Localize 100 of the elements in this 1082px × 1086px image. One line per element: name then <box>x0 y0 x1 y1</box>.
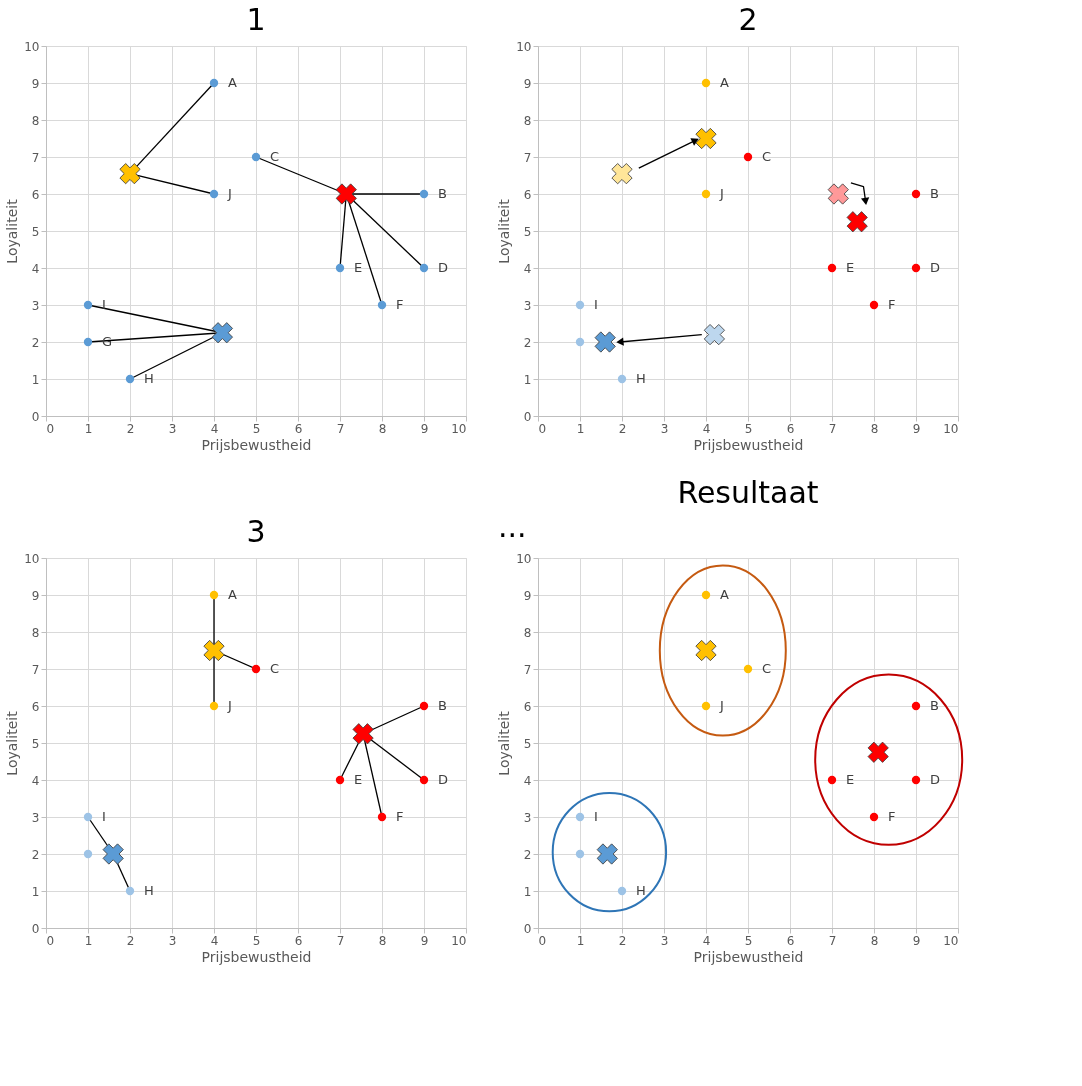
y-tick-label: 0 <box>31 409 40 424</box>
y-tick-label: 9 <box>523 76 532 91</box>
x-tick-label: 9 <box>912 421 921 436</box>
y-tick-label: 4 <box>31 261 40 276</box>
annotation: B <box>438 698 447 713</box>
y-tick-label: 6 <box>31 187 40 202</box>
annotation: B <box>930 186 939 201</box>
y-tick-label: 5 <box>523 736 532 751</box>
annotation: D <box>438 260 449 275</box>
annotation: E <box>846 772 855 787</box>
x-tick-label: 3 <box>660 421 669 436</box>
y-tick-label: 8 <box>523 625 532 640</box>
y-tick-label: 3 <box>31 298 40 313</box>
y-axis-title: Loyaliteit <box>4 710 21 776</box>
chart-title: 2 <box>738 2 758 37</box>
chart-title: Resultaat <box>677 475 819 510</box>
annotation: I <box>594 809 598 824</box>
y-tick-label: 10 <box>24 551 40 566</box>
y-tick-label: 10 <box>516 551 532 566</box>
annotation: H <box>636 883 646 898</box>
annotation: D <box>930 772 941 787</box>
x-axis-title: Prijsbewustheid <box>201 436 312 453</box>
annotation: C <box>762 149 772 164</box>
chart-title: 1 <box>246 2 266 37</box>
y-tick-label: 4 <box>523 773 532 788</box>
x-tick-label: 10 <box>451 421 467 436</box>
y-tick-label: 6 <box>31 699 40 714</box>
x-tick-label: 0 <box>538 933 547 948</box>
annotation: J <box>227 186 232 201</box>
x-tick-label: 7 <box>336 421 345 436</box>
annotation: C <box>762 661 772 676</box>
x-tick-label: 8 <box>870 933 879 948</box>
y-tick-label: 3 <box>523 810 532 825</box>
x-tick-label: 6 <box>294 421 303 436</box>
y-tick-label: 5 <box>31 736 40 751</box>
y-tick-label: 5 <box>523 224 532 239</box>
y-tick-label: 7 <box>31 150 40 165</box>
x-tick-label: 0 <box>46 933 55 948</box>
annotation: F <box>888 809 896 824</box>
y-tick-label: 10 <box>516 39 532 54</box>
annotation: I <box>594 297 598 312</box>
x-tick-label: 5 <box>252 933 261 948</box>
x-tick-label: 1 <box>576 933 585 948</box>
y-tick-label: 7 <box>523 662 532 677</box>
x-axis-title: Prijsbewustheid <box>201 948 312 965</box>
x-tick-label: 2 <box>126 421 135 436</box>
x-tick-label: 9 <box>912 933 921 948</box>
annotation: J <box>719 698 724 713</box>
annotation: H <box>636 371 646 386</box>
annotation: D <box>930 260 941 275</box>
annotation: E <box>354 772 363 787</box>
annotation: C <box>270 661 280 676</box>
y-tick-label: 0 <box>523 409 532 424</box>
x-tick-label: 3 <box>168 933 177 948</box>
annotation: H <box>144 883 154 898</box>
annotation: A <box>720 587 729 602</box>
x-tick-label: 4 <box>702 933 711 948</box>
x-tick-label: 2 <box>618 933 627 948</box>
x-tick-label: 4 <box>210 933 219 948</box>
x-tick-label: 7 <box>828 421 837 436</box>
annotation: I <box>102 809 106 824</box>
annotation: A <box>228 75 237 90</box>
y-tick-label: 2 <box>31 847 40 862</box>
x-tick-label: 4 <box>210 421 219 436</box>
y-tick-label: 9 <box>31 588 40 603</box>
text: ... <box>498 509 527 544</box>
annotation: C <box>270 149 280 164</box>
annotation: A <box>720 75 729 90</box>
chart-title: 3 <box>246 514 266 549</box>
y-tick-label: 2 <box>523 335 532 350</box>
y-tick-label: 8 <box>523 113 532 128</box>
x-tick-label: 0 <box>538 421 547 436</box>
x-axis-title: Prijsbewustheid <box>693 948 804 965</box>
x-tick-label: 8 <box>870 421 879 436</box>
annotation: I <box>102 297 106 312</box>
x-tick-label: 9 <box>420 933 429 948</box>
annotation: J <box>227 698 232 713</box>
y-tick-label: 7 <box>523 150 532 165</box>
y-axis-title: Loyaliteit <box>4 198 21 264</box>
y-axis-title: Loyaliteit <box>496 198 513 264</box>
x-tick-label: 8 <box>378 933 387 948</box>
annotation: H <box>144 371 154 386</box>
annotation: F <box>396 297 404 312</box>
x-tick-label: 10 <box>943 933 959 948</box>
x-tick-label: 6 <box>786 933 795 948</box>
x-tick-label: 1 <box>84 421 93 436</box>
x-axis-title: Prijsbewustheid <box>693 436 804 453</box>
y-tick-label: 0 <box>31 921 40 936</box>
y-tick-label: 4 <box>31 773 40 788</box>
x-tick-label: 3 <box>660 933 669 948</box>
x-tick-label: 7 <box>828 933 837 948</box>
annotation: E <box>846 260 855 275</box>
x-tick-label: 2 <box>126 933 135 948</box>
y-tick-label: 8 <box>31 625 40 640</box>
y-tick-label: 7 <box>31 662 40 677</box>
x-tick-label: 8 <box>378 421 387 436</box>
y-tick-label: 8 <box>31 113 40 128</box>
annotation: J <box>719 186 724 201</box>
y-tick-label: 1 <box>31 372 40 387</box>
x-tick-label: 6 <box>786 421 795 436</box>
